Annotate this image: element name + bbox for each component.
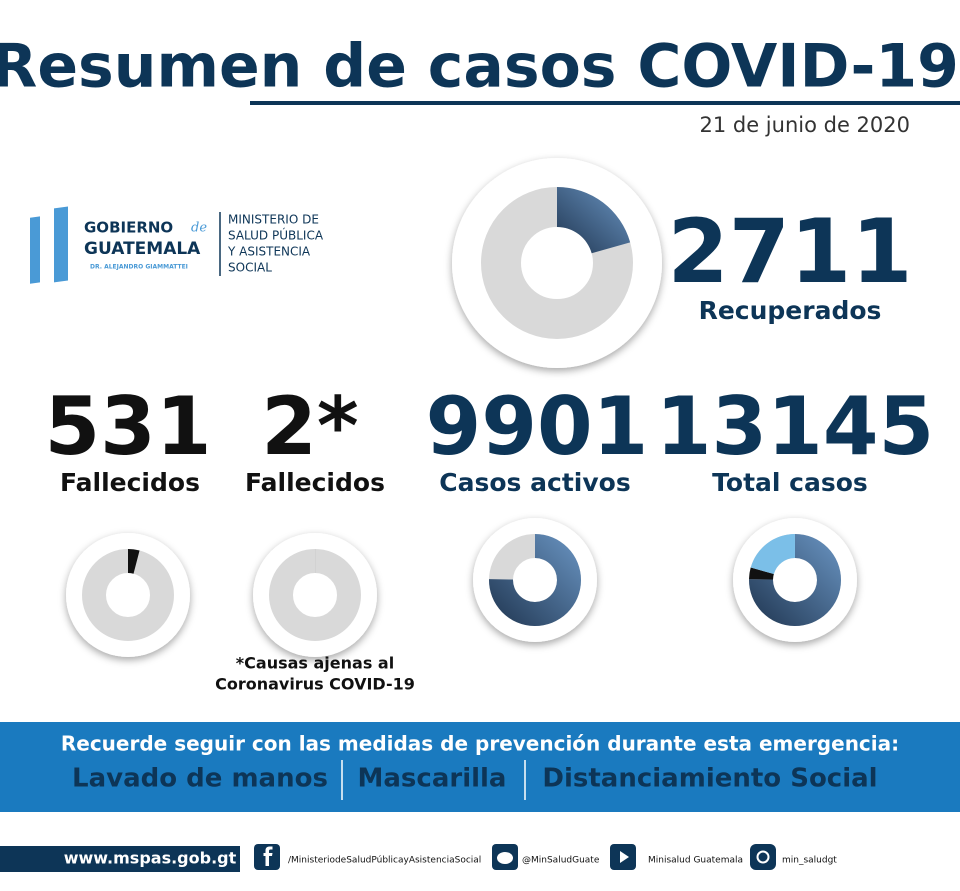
stat-value: 13145 xyxy=(656,380,934,473)
banner-item: Lavado de manos xyxy=(72,764,328,794)
stat-label: Fallecidos xyxy=(60,468,200,497)
website-box xyxy=(0,846,240,872)
stat-label: Casos activos xyxy=(439,468,630,497)
stat-value: 9901 xyxy=(426,380,649,473)
donut-segment xyxy=(557,187,631,254)
icon-instagram[interactable] xyxy=(750,844,776,870)
banner-item: Distanciamiento Social xyxy=(542,764,877,794)
ministry-line: MINISTERIO DE xyxy=(228,213,319,227)
social-handle: min_saludgt xyxy=(782,856,837,866)
ministry-line: Y ASISTENCIA xyxy=(227,245,311,259)
social-handle: /MinisteriodeSaludPúblicayAsistenciaSoci… xyxy=(288,856,481,866)
banner-message: Recuerde seguir con las medidas de preve… xyxy=(61,732,899,756)
stat-value: 2711 xyxy=(668,200,913,303)
icon-glyph xyxy=(756,850,770,864)
icon-glyph xyxy=(620,851,629,863)
donut-segment xyxy=(749,534,842,627)
logo-text: DR. ALEJANDRO GIAMMATTEI xyxy=(90,264,188,271)
ministry-line: SOCIAL xyxy=(228,261,272,275)
stat-value: 531 xyxy=(45,380,212,473)
logo-text: GUATEMALA xyxy=(84,239,201,259)
footnote: Coronavirus COVID-19 xyxy=(215,675,415,694)
title-rule xyxy=(250,101,960,105)
donut-segment xyxy=(128,549,140,574)
icon-glyph xyxy=(263,846,273,866)
footnote: *Causas ajenas al xyxy=(236,654,394,673)
social-handle: Minisalud Guatemala xyxy=(648,856,743,866)
date: 21 de junio de 2020 xyxy=(699,113,910,137)
banner-item: Mascarilla xyxy=(358,764,507,794)
logo-text: GOBIERNO xyxy=(84,219,173,237)
logo-bar xyxy=(30,216,40,284)
logo-text: de xyxy=(191,221,207,236)
title: Resumen de casos COVID-19 xyxy=(0,32,959,102)
website[interactable]: www.mspas.gob.gt xyxy=(64,849,237,868)
donut-segment xyxy=(750,534,795,575)
stat-label: Fallecidos xyxy=(245,468,385,497)
donut-segment xyxy=(489,534,581,627)
logo-bar xyxy=(54,206,68,283)
icon-glyph xyxy=(497,852,513,864)
stat-value: 2* xyxy=(261,380,359,473)
social-icons xyxy=(254,844,776,870)
stat-label: Recuperados xyxy=(699,296,882,325)
logo: GOBIERNO de GUATEMALA DR. ALEJANDRO GIAM… xyxy=(30,206,324,284)
social-handle: @MinSaludGuate xyxy=(522,856,600,866)
banner xyxy=(0,722,960,812)
stat-label: Total casos xyxy=(712,468,868,497)
ministry-line: SALUD PÚBLICA xyxy=(228,228,324,243)
donut-segment xyxy=(749,567,774,580)
